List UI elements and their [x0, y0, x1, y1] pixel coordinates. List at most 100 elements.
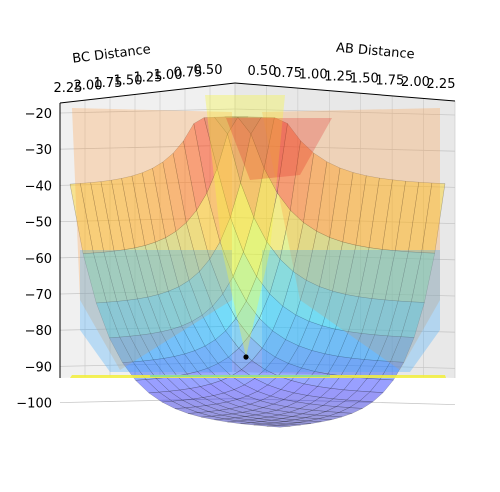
grid-line — [59, 144, 236, 150]
surface-cell — [281, 416, 306, 421]
grid-line — [59, 253, 236, 259]
surface-cell — [364, 334, 389, 361]
z-tick-label: −90 — [25, 360, 52, 375]
right-low-shade — [262, 250, 440, 372]
x-tick-label: 2.25 — [427, 77, 456, 92]
surface-cell — [234, 416, 259, 421]
grid-line — [59, 181, 236, 186]
pane-grid — [59, 83, 456, 405]
surface-cell — [148, 391, 173, 403]
surface-cell — [196, 192, 221, 260]
surface-cell — [198, 411, 222, 417]
surface-cell — [319, 237, 344, 292]
y-axis-ticks: 2.252.001.751.501.251.000.750.50 — [54, 63, 223, 96]
surface-cell — [276, 406, 300, 413]
surface-cell — [203, 116, 228, 170]
surface-cell — [238, 335, 263, 362]
surface-cell — [384, 250, 409, 302]
surface-cell — [301, 350, 326, 372]
surface-cell — [69, 183, 94, 254]
surface-cell — [215, 401, 241, 410]
z-tick-label: −30 — [25, 143, 52, 158]
grid-line — [234, 144, 456, 152]
surface-cell — [152, 161, 177, 239]
surface-cell — [175, 222, 200, 281]
surface-cell — [246, 276, 270, 319]
surface-cell — [240, 133, 265, 219]
surface-cell — [185, 406, 209, 413]
grid-line — [234, 289, 456, 297]
surface-cell — [290, 140, 315, 224]
left-low-shade — [80, 250, 232, 372]
surface-cell — [131, 172, 156, 246]
surface-cell — [269, 389, 295, 400]
surface-cell — [263, 117, 288, 194]
surface-cell — [248, 418, 272, 422]
y-tick-label: 1.00 — [154, 68, 183, 83]
surface-cell — [147, 294, 172, 333]
surface-cell — [316, 161, 341, 238]
surface-cell — [267, 375, 292, 390]
surface-cell — [170, 325, 196, 355]
surface-cell — [250, 421, 275, 425]
surface-cell — [132, 360, 157, 380]
surface-cell — [256, 384, 282, 397]
y-tick-label: 1.25 — [134, 71, 163, 86]
surface-cell — [268, 414, 293, 419]
surface-cell — [306, 386, 332, 398]
surface-cell — [208, 410, 233, 416]
y-tick-label: 1.50 — [114, 73, 143, 88]
surface-cell — [332, 241, 357, 295]
surface-cell — [387, 300, 412, 337]
surface-cell — [319, 388, 345, 400]
surface-cell — [269, 258, 294, 307]
surface-cell — [93, 251, 118, 303]
surface-cell — [274, 339, 300, 364]
surface-cell — [309, 397, 335, 406]
grid-line — [234, 217, 456, 224]
surface-cell — [306, 230, 330, 287]
surface-cell — [318, 415, 342, 420]
surface-cell — [168, 389, 194, 401]
x-axis-label: AB Distance — [335, 41, 415, 63]
surface-cell — [311, 325, 336, 355]
grid-line — [59, 325, 236, 331]
z-tick-label: −40 — [25, 179, 52, 194]
surface-cell — [366, 360, 392, 380]
surface-cell — [238, 403, 265, 411]
surface-cell — [106, 301, 131, 338]
surface-cell — [145, 378, 170, 393]
surface-cell — [219, 408, 243, 415]
surface-cell — [221, 413, 246, 419]
surface-cell — [212, 293, 237, 332]
surface-cell — [124, 247, 149, 300]
surface-cell — [222, 276, 247, 320]
surface-cell — [311, 405, 338, 412]
surface-cell — [173, 353, 198, 375]
surface-cell — [282, 271, 307, 316]
surface-cell — [193, 117, 218, 194]
surface-cell — [369, 378, 394, 393]
x-axis-ticks: 0.500.751.001.251.501.752.002.25 — [248, 64, 456, 92]
surface-cell — [214, 330, 240, 358]
surface-cell — [155, 237, 180, 292]
surface-cell — [348, 296, 373, 334]
center-ridge-shade — [205, 95, 285, 357]
z-tick-label: −20 — [25, 107, 52, 122]
surface-cell — [210, 380, 235, 394]
top-red-shade — [226, 118, 332, 180]
surface-cell — [172, 140, 197, 224]
y-axis-line — [59, 82, 236, 104]
surface-cell — [377, 335, 402, 362]
surface-cell — [227, 116, 252, 183]
surface-cell — [395, 180, 420, 253]
surface-cell — [199, 258, 224, 307]
surface-cell — [103, 250, 128, 302]
surface-cell — [302, 409, 326, 416]
surface-cell — [272, 399, 298, 407]
surface-cell — [252, 407, 277, 414]
surface-cell — [321, 290, 346, 330]
x-tick-label: 0.50 — [248, 64, 277, 79]
surface-cell — [232, 412, 256, 417]
surface-cell — [243, 216, 268, 278]
